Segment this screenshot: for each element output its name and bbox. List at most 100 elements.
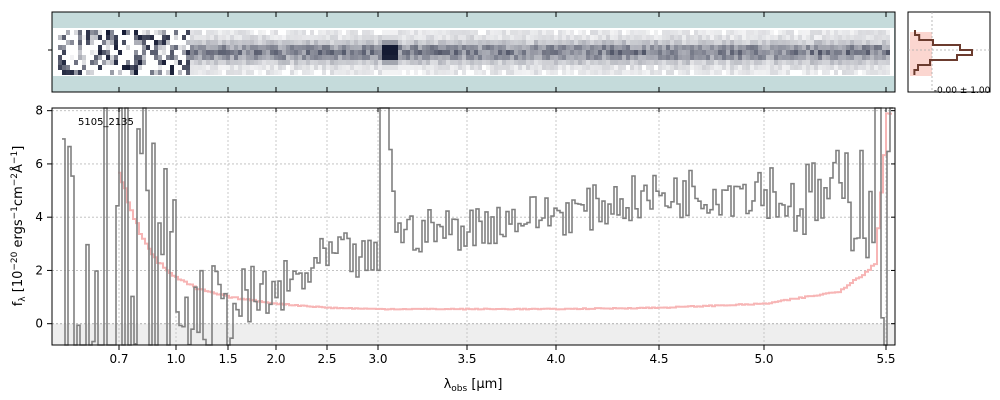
- heat-cell: [606, 60, 610, 65]
- heat-cell: [362, 60, 366, 65]
- heat-cell: [750, 30, 754, 35]
- heat-cell: [590, 45, 594, 50]
- heat-cell: [822, 65, 826, 70]
- heat-cell: [558, 65, 562, 70]
- heat-cell: [702, 35, 706, 40]
- heat-cell: [574, 35, 578, 40]
- heat-cell: [62, 60, 66, 65]
- heat-cell: [370, 35, 374, 40]
- heat-cell: [218, 35, 222, 40]
- heat-cell: [134, 55, 138, 60]
- y-tick-label: 4: [35, 210, 43, 224]
- heat-cell: [826, 35, 830, 40]
- heat-cell: [410, 40, 414, 45]
- heat-cell: [234, 30, 238, 35]
- heat-cell: [418, 30, 422, 35]
- heat-cell: [606, 40, 610, 45]
- heat-cell: [846, 40, 850, 45]
- heat-cell: [194, 50, 198, 55]
- heat-cell: [306, 40, 310, 45]
- heat-cell: [230, 65, 234, 70]
- heat-cell: [546, 45, 550, 50]
- heat-cell: [506, 35, 510, 40]
- heat-cell: [530, 40, 534, 45]
- heat-cell: [862, 45, 866, 50]
- heat-cell: [538, 50, 542, 55]
- heat-cell: [698, 60, 702, 65]
- heat-cell: [170, 45, 174, 50]
- heat-cell: [538, 60, 542, 65]
- heat-cell: [198, 30, 202, 35]
- heat-cell: [294, 70, 298, 75]
- heat-cell: [254, 50, 258, 55]
- heat-cell: [410, 55, 414, 60]
- heat-cell: [474, 40, 478, 45]
- heat-cell: [570, 35, 574, 40]
- x-tick-label: 5.5: [876, 352, 895, 366]
- heat-cell: [534, 50, 538, 55]
- heat-cell: [578, 55, 582, 60]
- heat-cell: [694, 35, 698, 40]
- heat-cell: [546, 40, 550, 45]
- heat-cell: [822, 50, 826, 55]
- heat-cell: [882, 45, 886, 50]
- heat-cell: [246, 55, 250, 60]
- heat-cell: [546, 50, 550, 55]
- heat-cell: [682, 65, 686, 70]
- heat-cell: [62, 50, 66, 55]
- heat-cell: [450, 70, 454, 75]
- heat-cell: [882, 35, 886, 40]
- heat-cell: [854, 65, 858, 70]
- zero-band: [52, 323, 895, 345]
- heat-cell: [514, 45, 518, 50]
- heat-cell: [326, 50, 330, 55]
- heat-cell: [534, 65, 538, 70]
- heat-cell: [294, 30, 298, 35]
- heat-cell: [318, 65, 322, 70]
- heat-cell: [406, 60, 410, 65]
- heat-cell: [650, 70, 654, 75]
- heat-cell: [486, 50, 490, 55]
- heat-cell: [370, 65, 374, 70]
- heat-cell: [86, 40, 90, 45]
- heat-cell: [318, 35, 322, 40]
- heat-cell: [134, 65, 138, 70]
- heat-cell: [706, 50, 710, 55]
- heat-cell: [274, 65, 278, 70]
- heat-cell: [850, 60, 854, 65]
- heat-cell: [234, 40, 238, 45]
- heat-cell: [402, 35, 406, 40]
- heat-cell: [350, 30, 354, 35]
- heat-cell: [358, 70, 362, 75]
- heat-cell: [134, 30, 138, 35]
- heat-cell: [430, 60, 434, 65]
- heat-cell: [566, 60, 570, 65]
- heat-cell: [786, 50, 790, 55]
- heat-cell: [138, 60, 142, 65]
- heat-cell: [250, 30, 254, 35]
- heat-cell: [786, 65, 790, 70]
- heat-cell: [242, 65, 246, 70]
- heat-cell: [550, 45, 554, 50]
- heat-cell: [766, 35, 770, 40]
- heat-cell: [286, 40, 290, 45]
- heat-cell: [746, 45, 750, 50]
- heat-cell: [822, 45, 826, 50]
- heat-cell: [382, 70, 386, 75]
- heat-cell: [514, 50, 518, 55]
- heat-cell: [842, 30, 846, 35]
- heat-cell: [366, 70, 370, 75]
- heat-cell: [454, 55, 458, 60]
- heat-cell: [210, 35, 214, 40]
- heat-cell: [142, 30, 146, 35]
- heat-cell: [306, 50, 310, 55]
- heat-cell: [462, 55, 466, 60]
- heat-cell: [618, 60, 622, 65]
- heat-cell: [366, 65, 370, 70]
- heat-cell: [610, 60, 614, 65]
- heat-cell: [526, 40, 530, 45]
- heat-cell: [598, 35, 602, 40]
- heat-cell: [290, 40, 294, 45]
- heat-cell: [742, 60, 746, 65]
- heat-cell: [718, 30, 722, 35]
